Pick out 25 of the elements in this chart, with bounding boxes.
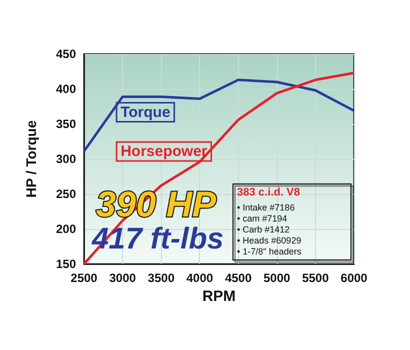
x-tick-label: 5500 (302, 271, 330, 285)
series-label: Torque (120, 104, 170, 121)
annotation: 383 c.i.d. V8 (237, 186, 300, 198)
x-tick-label: 4000 (186, 271, 214, 285)
x-tick-label: 3000 (109, 271, 136, 285)
x-tick-label: 2500 (70, 271, 98, 285)
x-tick-label: 5000 (264, 271, 291, 285)
y-tick-label: 350 (56, 117, 76, 131)
y-tick-label: 150 (56, 257, 76, 271)
y-tick-label: 400 (56, 82, 76, 96)
x-tick-label: 3500 (148, 271, 175, 285)
annotation: • Carb #1412 (237, 224, 290, 234)
x-tick-label: 4500 (224, 271, 252, 285)
y-tick-label: 250 (56, 187, 76, 201)
y-tick-label: 300 (56, 152, 76, 166)
x-axis-title: RPM (202, 288, 236, 305)
y-tick-label: 200 (56, 222, 76, 236)
x-tick-label: 6000 (340, 271, 368, 285)
series-label: Horsepower (120, 143, 208, 160)
y-tick-label: 450 (56, 47, 76, 61)
annotation: • Heads #60929 (237, 236, 302, 246)
annotation: • Intake #7186 (237, 202, 295, 212)
annotation: • 1-7/8" headers (237, 246, 302, 256)
y-axis-title: HP / Torque (23, 120, 39, 198)
annotation: • cam #7194 (237, 214, 288, 224)
